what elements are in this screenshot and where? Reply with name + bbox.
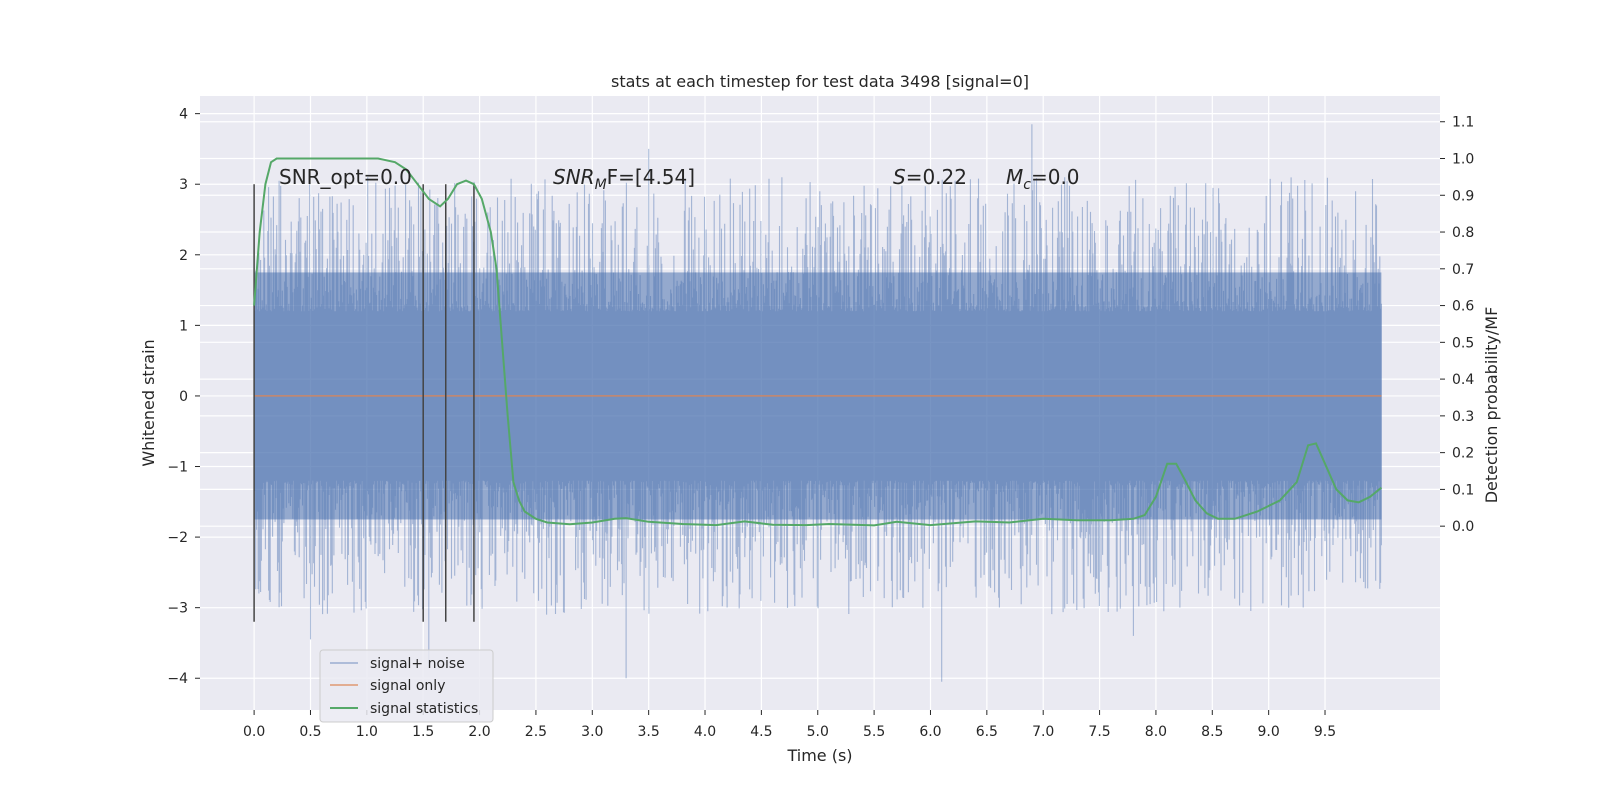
y-right-tick-label: 0.6 <box>1452 299 1474 315</box>
vertical-markers <box>253 184 475 622</box>
y-axis-label-right: Detection probability/MF <box>1482 307 1501 504</box>
annotation-chirp-mass-main: M <box>1006 165 1023 189</box>
x-tick-label: 6.0 <box>919 724 941 740</box>
y-tick-label: 1 <box>179 318 188 334</box>
legend-box <box>319 649 494 723</box>
y-right-tick-label: 1.1 <box>1452 115 1474 131</box>
x-tick-label: 8.5 <box>1201 724 1223 740</box>
x-tick-label: 1.0 <box>356 724 378 740</box>
x-tick-label: 5.5 <box>863 724 885 740</box>
chart-title: stats at each timestep for test data 349… <box>611 72 1029 91</box>
y-tick-label: −3 <box>167 601 188 617</box>
annotation-chirp-mass-rest: =0.0 <box>1031 165 1080 189</box>
x-tick-label: 6.5 <box>976 724 998 740</box>
x-tick-label: 7.5 <box>1088 724 1110 740</box>
y-right-tick-label: 0.3 <box>1452 409 1474 425</box>
annotation-snr-mf-main: SNR <box>553 165 595 189</box>
annotation-snr-mf: SNRMF=[4.54] <box>553 165 695 193</box>
x-tick-label: 2.5 <box>525 724 547 740</box>
y-right-tick-label: 0.0 <box>1452 519 1474 535</box>
x-tick-label: 2.0 <box>468 724 490 740</box>
y-tick-label: −4 <box>167 671 188 687</box>
y-tick-label: 4 <box>179 107 188 123</box>
y-axis-label: Whitened strain <box>139 339 158 466</box>
x-tick-label: 3.5 <box>638 724 660 740</box>
y-right-tick-label: 1.0 <box>1452 152 1474 168</box>
y-right-tick-label: 0.4 <box>1452 372 1474 388</box>
y-right-tick-label: 0.1 <box>1452 482 1474 498</box>
legend: signal+ noise signal only signal statist… <box>319 649 494 723</box>
annotation-snr-mf-sub: M <box>595 177 607 193</box>
x-tick-label: 9.0 <box>1258 724 1280 740</box>
x-axis-label: Time (s) <box>786 746 852 765</box>
x-tick-label: 3.0 <box>581 724 603 740</box>
annotation-chirp-mass-sub: c <box>1023 177 1031 193</box>
y-tick-label: 0 <box>179 389 188 405</box>
x-tick-label: 0.0 <box>243 724 265 740</box>
legend-label-signal-statistics: signal statistics <box>370 701 478 717</box>
annotation-chirp-mass: Mc=0.0 <box>1006 165 1080 193</box>
x-tick-label: 5.0 <box>807 724 829 740</box>
y-tick-label: 2 <box>179 248 188 264</box>
y-tick-label: −2 <box>167 530 188 546</box>
y-tick-label: −1 <box>167 460 188 476</box>
x-tick-label: 7.0 <box>1032 724 1054 740</box>
y-right-tick-label: 0.7 <box>1452 262 1474 278</box>
x-tick-label: 0.5 <box>299 724 321 740</box>
x-tick-label: 4.5 <box>750 724 772 740</box>
x-tick-label: 1.5 <box>412 724 434 740</box>
legend-label-signal-noise: signal+ noise <box>370 656 465 672</box>
annotation-snr-opt: SNR_opt=0.0 <box>279 165 412 189</box>
y-right-tick-label: 0.2 <box>1452 446 1474 462</box>
annotation-snr-mf-rest: F=[4.54] <box>607 165 695 189</box>
x-tick-label: 8.0 <box>1145 724 1167 740</box>
y-right-tick-label: 0.8 <box>1452 225 1474 241</box>
x-tick-label: 9.5 <box>1314 724 1336 740</box>
annotation-statistic-main: S <box>893 165 906 189</box>
y-tick-label: 3 <box>179 177 188 193</box>
series-signal-statistics-line <box>253 157 1383 527</box>
left-y-ticks: 4 3 2 1 0 −1 −2 −3 −4 <box>167 107 200 687</box>
annotation-statistic-rest: =0.22 <box>906 165 967 189</box>
x-ticks: 0.0 0.5 1.0 1.5 2.0 2.5 3.0 3.5 4.0 4.5 5.0 5.5 6.0 6… <box>243 710 1336 740</box>
legend-label-signal-only: signal only <box>370 678 445 694</box>
x-tick-label: 4.0 <box>694 724 716 740</box>
right-y-ticks: 1.1 1.0 0.9 0.8 0.7 0.6 0.5 0.4 0.3 0.2 0.1 0.0 <box>1440 115 1474 535</box>
annotation-statistic: S=0.22 <box>893 165 967 189</box>
y-right-tick-label: 0.9 <box>1452 188 1474 204</box>
y-right-tick-label: 0.5 <box>1452 335 1474 351</box>
